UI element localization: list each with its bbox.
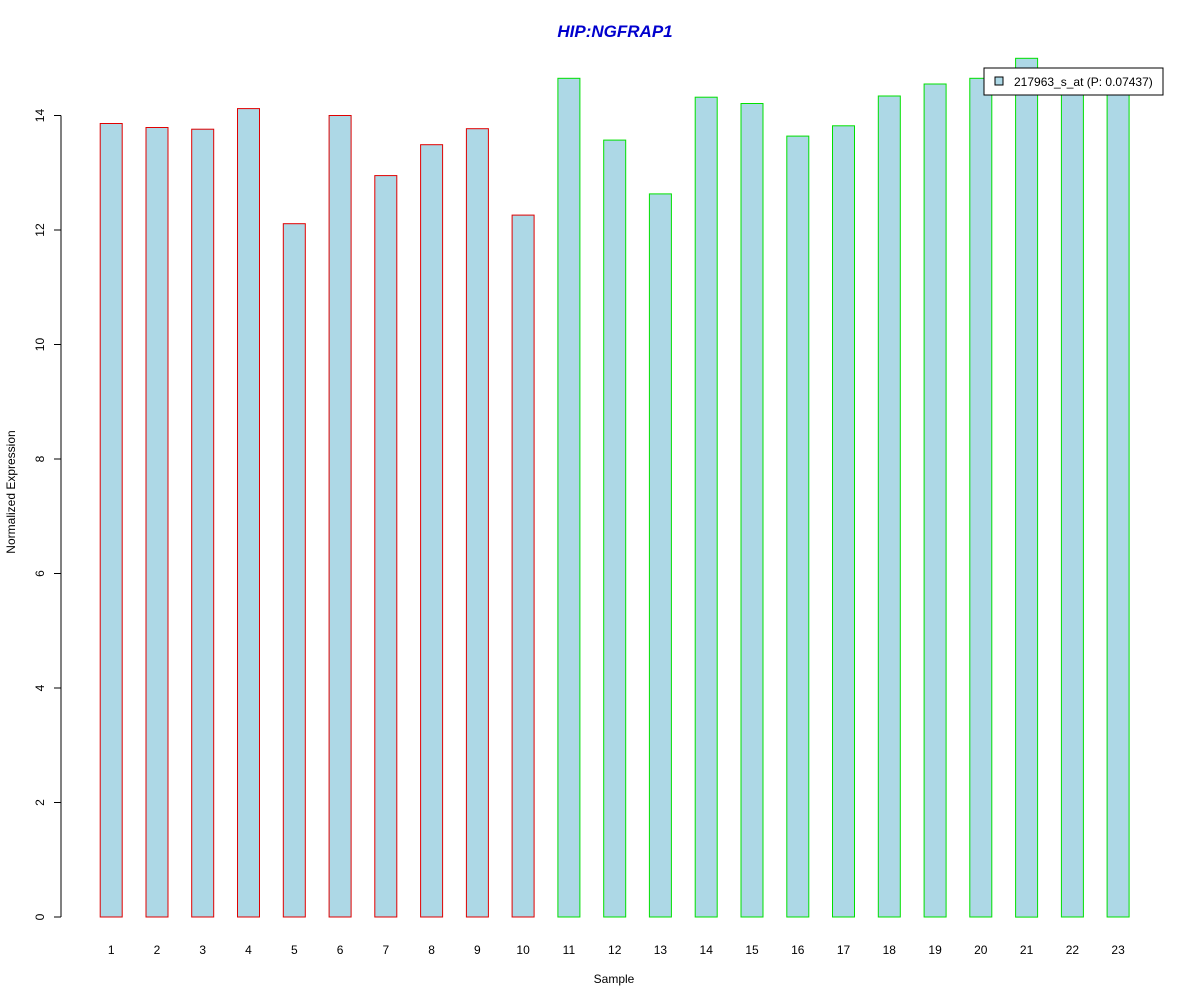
x-tick-label: 17: [837, 943, 851, 957]
bar-sample-12: [603, 139, 627, 918]
x-tick-label: 7: [382, 943, 389, 957]
x-tick-label: 15: [745, 943, 759, 957]
x-tick-label: 20: [974, 943, 988, 957]
legend-label: 217963_s_at (P: 0.07437): [1014, 75, 1153, 89]
bar-sample-7: [374, 175, 398, 918]
bar-sample-5: [282, 223, 306, 918]
x-tick-label: 5: [291, 943, 298, 957]
bar-sample-23: [1106, 80, 1130, 918]
bar-sample-6: [328, 115, 352, 918]
bar-sample-16: [786, 135, 810, 918]
bar-sample-22: [1060, 80, 1084, 918]
bar-sample-1: [99, 123, 123, 918]
y-axis: 0 2 4 6 8 10 12 14: [33, 109, 62, 920]
bar-sample-13: [648, 193, 672, 918]
x-tick-label: 4: [245, 943, 252, 957]
x-tick-labels: 1 2 3 4 5 6 7 8 9 10 11 12 13 14 15 16 17 18 19 20 21 22 23: [108, 943, 1125, 957]
y-tick-label: 14: [33, 109, 47, 123]
x-tick-label: 22: [1066, 943, 1080, 957]
x-tick-label: 2: [154, 943, 161, 957]
x-tick-label: 10: [516, 943, 530, 957]
bar-sample-18: [877, 95, 901, 918]
y-tick-label: 4: [33, 684, 47, 691]
x-tick-label: 13: [654, 943, 668, 957]
legend: 217963_s_at (P: 0.07437): [983, 67, 1164, 96]
x-tick-label: 14: [700, 943, 714, 957]
chart-title: HIP:NGFRAP1: [557, 22, 672, 41]
y-tick-label: 6: [33, 570, 47, 577]
y-tick-label: 8: [33, 455, 47, 462]
x-tick-label: 12: [608, 943, 622, 957]
bar-sample-19: [923, 83, 947, 918]
x-tick-label: 3: [199, 943, 206, 957]
x-tick-label: 18: [883, 943, 897, 957]
bar-sample-11: [557, 77, 581, 918]
x-tick-label: 16: [791, 943, 805, 957]
bar-sample-14: [694, 96, 718, 918]
legend-swatch: [994, 76, 1004, 86]
bar-group: [99, 57, 1130, 918]
x-axis-label: Sample: [594, 972, 635, 986]
x-tick-label: 1: [108, 943, 115, 957]
bar-sample-8: [420, 144, 444, 918]
x-tick-label: 6: [337, 943, 344, 957]
x-tick-label: 23: [1111, 943, 1125, 957]
y-tick-label: 12: [33, 223, 47, 237]
y-tick-label: 0: [33, 913, 47, 920]
bar-sample-2: [145, 127, 169, 918]
x-tick-label: 19: [928, 943, 942, 957]
bar-sample-3: [191, 128, 215, 918]
bar-sample-4: [237, 108, 260, 918]
bar-sample-20: [969, 77, 993, 918]
bar-sample-17: [832, 125, 855, 918]
y-tick-label: 10: [33, 338, 47, 352]
x-tick-label: 11: [563, 943, 576, 957]
legend-box: [983, 67, 1164, 96]
bar-sample-10: [511, 214, 535, 918]
bar-sample-21: [1015, 57, 1039, 918]
x-tick-label: 21: [1020, 943, 1034, 957]
y-axis-label: Normalized Expression: [4, 430, 18, 553]
bar-sample-9: [465, 128, 489, 918]
y-tick-label: 2: [33, 799, 47, 806]
x-tick-label: 8: [428, 943, 435, 957]
x-tick-label: 9: [474, 943, 481, 957]
bar-sample-15: [740, 103, 764, 918]
